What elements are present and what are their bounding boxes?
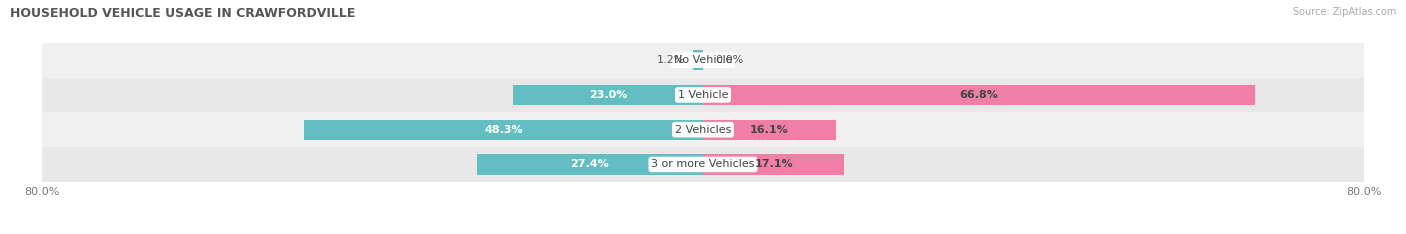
Text: 0.0%: 0.0%	[716, 55, 744, 65]
Text: 66.8%: 66.8%	[959, 90, 998, 100]
Text: 48.3%: 48.3%	[484, 125, 523, 135]
Bar	[42, 147, 1364, 182]
Text: 1.2%: 1.2%	[657, 55, 685, 65]
Bar	[693, 50, 703, 70]
Text: 3 or more Vehicles: 3 or more Vehicles	[651, 159, 755, 169]
Text: 17.1%: 17.1%	[754, 159, 793, 169]
Bar	[703, 154, 844, 175]
Text: 23.0%: 23.0%	[589, 90, 627, 100]
Text: 2 Vehicles: 2 Vehicles	[675, 125, 731, 135]
Text: 27.4%: 27.4%	[571, 159, 609, 169]
Bar	[304, 120, 703, 140]
Text: HOUSEHOLD VEHICLE USAGE IN CRAWFORDVILLE: HOUSEHOLD VEHICLE USAGE IN CRAWFORDVILLE	[10, 7, 356, 20]
Text: No Vehicle: No Vehicle	[673, 55, 733, 65]
Text: Source: ZipAtlas.com: Source: ZipAtlas.com	[1292, 7, 1396, 17]
Bar	[42, 112, 1364, 147]
Bar	[513, 85, 703, 105]
Bar	[42, 43, 1364, 77]
Bar	[703, 120, 837, 140]
Text: 16.1%: 16.1%	[751, 125, 789, 135]
Bar	[703, 85, 1254, 105]
Bar	[477, 154, 703, 175]
Text: 1 Vehicle: 1 Vehicle	[678, 90, 728, 100]
Bar	[42, 77, 1364, 112]
